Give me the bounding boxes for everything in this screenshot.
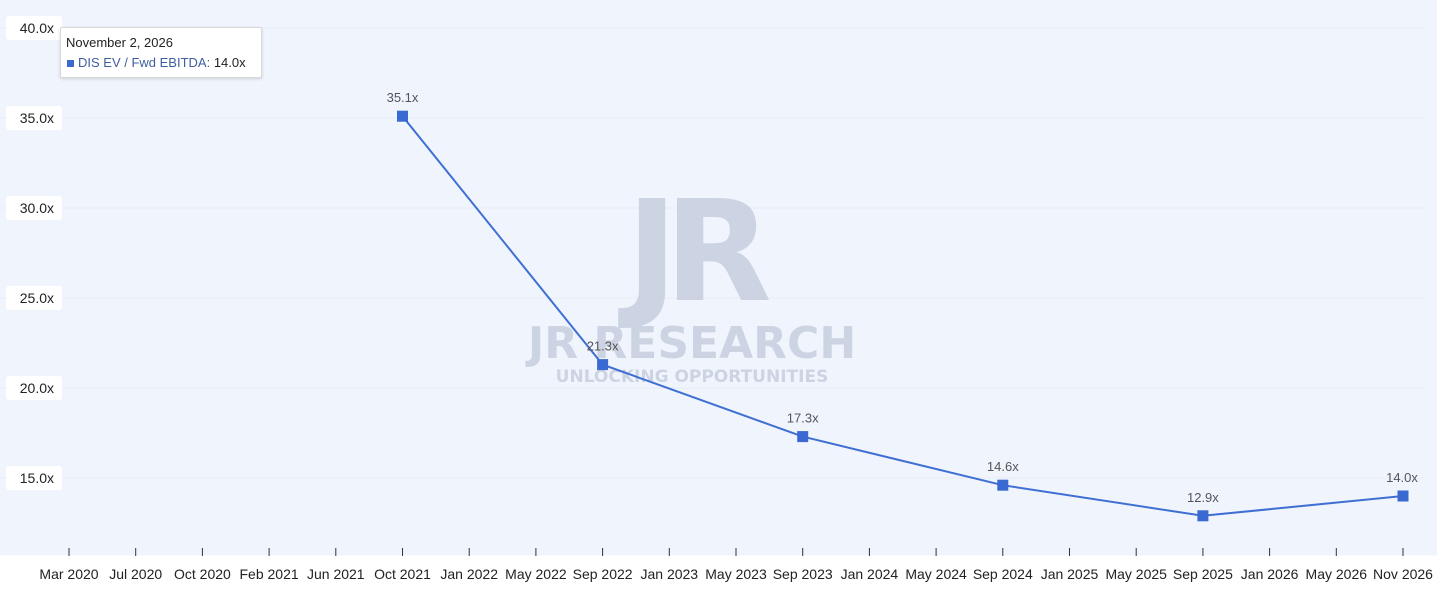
x-tick-label: Nov 2026 (1373, 566, 1433, 582)
x-tick-label: Feb 2021 (240, 566, 299, 582)
x-tick-label: Oct 2020 (174, 566, 231, 582)
x-tick-label: May 2025 (1105, 566, 1167, 582)
x-tick-label: Jan 2024 (841, 566, 899, 582)
y-axis: 15.0x 20.0x 25.0x 30.0x 35.0x 40.0x (6, 16, 62, 490)
data-point-marker[interactable] (797, 431, 809, 443)
x-tick-label: Sep 2025 (1173, 566, 1233, 582)
y-tick-label-bg (6, 286, 62, 310)
series-layer (397, 110, 1409, 522)
data-point-marker[interactable] (997, 479, 1009, 491)
gridlines (0, 27, 1425, 479)
plot-background (0, 0, 1437, 556)
chart-tooltip: November 2, 2026 DIS EV / Fwd EBITDA: 14… (60, 27, 262, 78)
y-tick-label: 35.0x (20, 110, 54, 126)
y-tick-label: 30.0x (20, 200, 54, 216)
data-label: 12.9x (1187, 490, 1219, 505)
y-tick-label-bg (6, 466, 62, 490)
tooltip-row: DIS EV / Fwd EBITDA: 14.0x (66, 55, 261, 70)
data-label: 14.0x (1386, 470, 1418, 485)
x-tick-label: Mar 2020 (39, 566, 98, 582)
y-tick-label-bg (6, 106, 62, 130)
data-label: 14.6x (987, 459, 1019, 474)
watermark-logo: JR (618, 171, 769, 334)
watermark-title: JR RESEARCH (525, 318, 856, 369)
data-point-marker[interactable] (1197, 510, 1209, 522)
x-tick-label: Sep 2022 (573, 566, 633, 582)
x-tick-label: Jan 2023 (640, 566, 698, 582)
x-tick-label: Jan 2022 (440, 566, 498, 582)
data-label: 17.3x (787, 411, 819, 426)
tooltip-date: November 2, 2026 (66, 35, 173, 50)
tooltip-series-name: DIS EV / Fwd EBITDA (78, 55, 207, 70)
watermark-subtitle: UNLOCKING OPPORTUNITIES (556, 367, 829, 387)
x-axis: Mar 2020 Jul 2020 Oct 2020 Feb 2021 Jun 2021… (0, 548, 1437, 582)
y-tick-label: 20.0x (20, 380, 54, 396)
y-tick-label-bg (6, 376, 62, 400)
watermark: JR JR RESEARCH UNLOCKING OPPORTUNITIES (525, 171, 856, 387)
y-tick-label-bg (6, 16, 62, 40)
x-tick-label: May 2026 (1306, 566, 1368, 582)
x-tick-label: Sep 2023 (773, 566, 833, 582)
data-label: 21.3x (587, 339, 619, 354)
data-label: 35.1x (387, 90, 419, 105)
data-labels: 35.1x 21.3x 17.3x 14.6x 12.9x 14.0x (387, 90, 1419, 505)
x-tick-label: Sep 2024 (973, 566, 1033, 582)
tooltip-value: 14.0x (213, 55, 246, 70)
x-tick-label: Jan 2025 (1041, 566, 1099, 582)
x-tick-label: Jan 2026 (1241, 566, 1299, 582)
x-tick-label: May 2024 (905, 566, 967, 582)
data-point-marker[interactable] (597, 359, 609, 371)
x-tick-label: Oct 2021 (374, 566, 431, 582)
series-line (401, 115, 1404, 517)
x-tick-label: Jul 2020 (109, 566, 162, 582)
x-tick-label: May 2023 (705, 566, 767, 582)
y-tick-label: 25.0x (20, 290, 54, 306)
x-tick-label: May 2022 (505, 566, 567, 582)
y-tick-label: 40.0x (20, 20, 54, 36)
tooltip-series-swatch (67, 59, 74, 67)
y-tick-label-bg (6, 196, 62, 220)
data-point-marker[interactable] (397, 110, 408, 122)
data-point-marker[interactable] (1397, 490, 1409, 502)
x-tick-label: Jun 2021 (307, 566, 365, 582)
y-tick-label: 15.0x (20, 470, 54, 486)
